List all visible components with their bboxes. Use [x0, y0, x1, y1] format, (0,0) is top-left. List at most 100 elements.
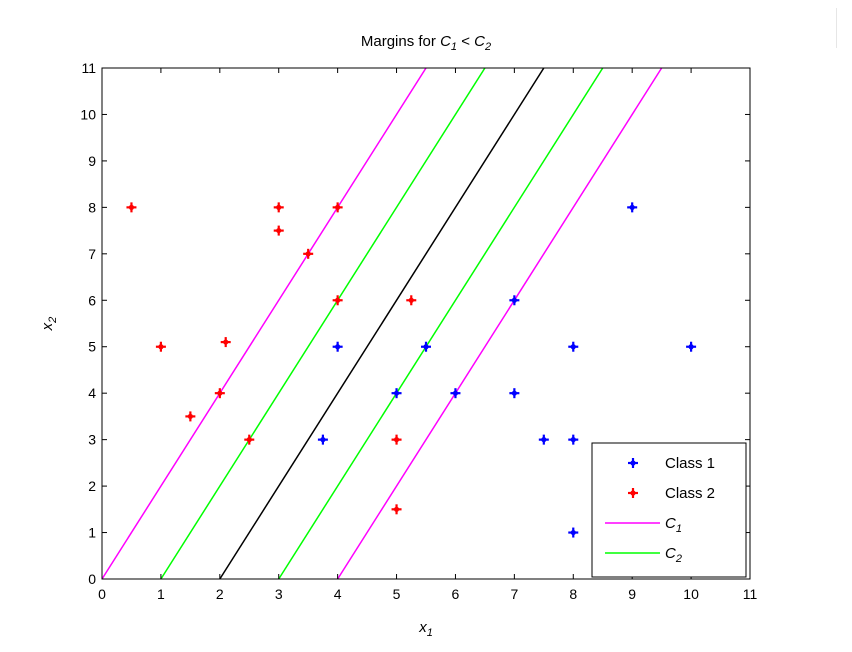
class-2-point: [185, 411, 196, 422]
class-1-point-dot: [570, 529, 576, 536]
class-1-point-dot: [541, 437, 547, 443]
class-2-point: [220, 337, 231, 348]
class-2-point-dot: [276, 227, 282, 234]
x-tick-label: 10: [683, 586, 699, 602]
legend: Class 1 Class 2 C1 C2: [591, 442, 747, 578]
class-1-point: [509, 388, 520, 399]
legend-label-class-2: Class 2: [665, 485, 715, 502]
class-1-point: [450, 388, 461, 399]
y-tick-label: 4: [88, 385, 96, 401]
class-2-point: [391, 434, 402, 445]
chart-title: Margins for C1 < C2: [361, 33, 491, 53]
class-2-point: [332, 202, 343, 213]
class-1-point: [568, 341, 579, 352]
axes-box: [101, 67, 751, 580]
x-axis-label-sub: 1: [427, 627, 433, 639]
class-1-point-dot: [570, 437, 576, 443]
class-2-point: [155, 341, 166, 352]
class-2-point-dot: [335, 297, 341, 303]
class-2-point: [126, 202, 137, 213]
class-1-point: [421, 341, 431, 352]
class-2-point: [273, 225, 284, 236]
class-1-point: [509, 295, 520, 306]
class-1-point-dot: [629, 204, 635, 210]
x-tick-label: 2: [216, 586, 224, 602]
legend-label-c2: C2: [665, 545, 682, 565]
legend-label-class-1: Class 1: [665, 455, 715, 472]
class-1-point: [391, 388, 402, 399]
class-2-point-dot: [158, 344, 164, 350]
legend-marker-class-2-dot: [630, 490, 636, 496]
legend-marker-class-1: [628, 458, 638, 468]
class-1-point-dot: [511, 297, 517, 303]
x-tick-label: 8: [569, 586, 577, 602]
y-axis-label-base: x: [39, 322, 56, 331]
x-tick-label: 11: [743, 586, 758, 602]
class-2-point-dot: [128, 204, 135, 210]
chart-title-c2-sub: 2: [484, 41, 491, 53]
y-tick-label: 7: [88, 246, 96, 262]
y-tick-label: 9: [88, 153, 96, 169]
class-2-point: [391, 504, 402, 515]
class-1-point-dot: [393, 390, 400, 396]
class-1-point-dot: [335, 344, 341, 350]
class-2-point-dot: [246, 437, 252, 443]
boundary-line-c1-1: [102, 68, 427, 579]
class-2-point: [332, 295, 343, 306]
y-axis-label: x2: [39, 317, 59, 332]
y-tick-label: 3: [88, 432, 96, 448]
y-tick-label: 6: [88, 292, 96, 308]
class-1-point-dot: [452, 390, 459, 396]
x-tick-label: 1: [157, 586, 165, 602]
window-edge-line: [836, 8, 837, 48]
x-tick-label: 5: [393, 586, 401, 602]
boundary-line-c2-2: [278, 68, 604, 579]
class-2-point: [214, 388, 225, 399]
x-tick-label: 4: [334, 586, 342, 602]
class-1-point: [568, 434, 579, 445]
class-1-point-dot: [320, 437, 326, 443]
class-2-point-dot: [393, 437, 400, 443]
x-tick-label: 9: [628, 586, 636, 602]
class-1-point: [568, 527, 579, 538]
class-1-point: [538, 434, 549, 445]
class-1-point: [627, 202, 638, 213]
chart-title-c1-sub: 1: [451, 41, 457, 53]
class-2-point: [406, 295, 417, 306]
x-tick-label: 7: [510, 586, 518, 602]
class-1-point: [332, 341, 343, 352]
y-tick-label: 2: [88, 478, 96, 494]
class-2-point-dot: [305, 251, 311, 257]
class-2-point-dot: [223, 339, 229, 345]
y-tick-label: 1: [88, 525, 96, 541]
y-tick-label: 11: [81, 60, 96, 76]
chart-title-c1: C: [440, 33, 451, 50]
boundary-line-c1-2: [337, 68, 663, 579]
class-1-point: [317, 434, 328, 445]
y-tick-label: 0: [88, 571, 96, 587]
legend-box: [591, 442, 747, 578]
class-2-point: [273, 202, 284, 213]
class-2-point: [303, 248, 314, 259]
x-axis-label-base: x: [418, 619, 427, 636]
class-1-point: [686, 341, 697, 352]
x-tick-label: 3: [275, 586, 283, 602]
class-2-point: [244, 434, 255, 445]
y-tick-label: 8: [88, 199, 96, 215]
class-2-point-dot: [393, 506, 400, 512]
x-tick-label: 6: [452, 586, 460, 602]
legend-marker-class-1-dot: [630, 460, 636, 466]
y-tick-label: 5: [88, 339, 96, 355]
chart-title-op: <: [457, 33, 474, 50]
plot-area: 0 1 2 3 4 5 6 7 8 9 10 11 0 1 2 3 4 5 6 7 8 9 10 11 Class 1 Class…: [80, 60, 757, 602]
legend-marker-class-2: [628, 488, 638, 498]
class-2-point-dot: [335, 204, 341, 210]
class-1-point-dot: [511, 390, 517, 396]
chart-title-c2: C: [474, 33, 485, 50]
x-axis-label: x1: [418, 619, 433, 639]
class-1-point-dot: [423, 344, 429, 350]
x-tick-label: 0: [98, 586, 106, 602]
y-tick-label: 10: [80, 106, 96, 122]
boundary-line-c2-1: [160, 68, 486, 579]
